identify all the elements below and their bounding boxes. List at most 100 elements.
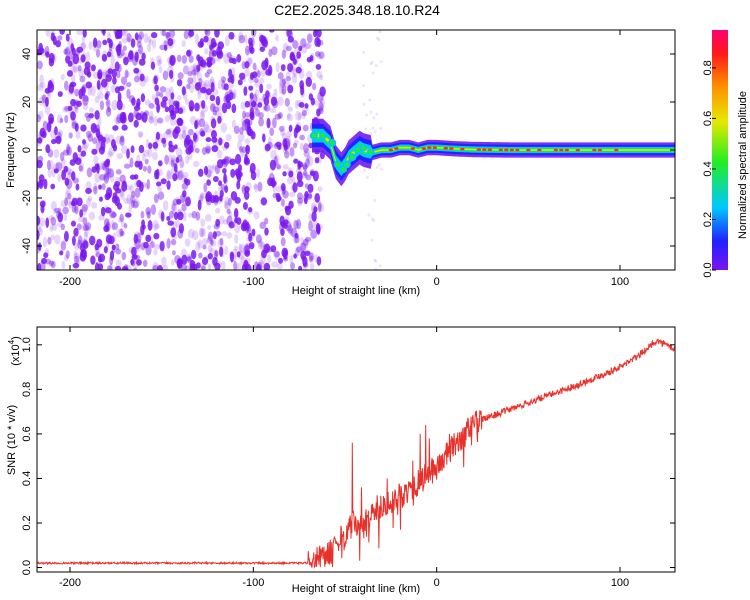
noise-dot bbox=[73, 106, 78, 113]
noise-dot bbox=[61, 169, 67, 181]
noise-dot bbox=[168, 104, 175, 114]
noise-dot bbox=[174, 126, 181, 135]
noise-dot bbox=[292, 39, 299, 49]
noise-dot bbox=[237, 172, 242, 183]
noise-dot bbox=[175, 219, 180, 229]
noise-dot bbox=[142, 224, 146, 230]
noise-dot bbox=[286, 176, 293, 185]
noise-dot bbox=[168, 112, 175, 121]
noise-dot bbox=[309, 262, 315, 270]
noise-dot bbox=[228, 57, 234, 64]
signal-peak-dot bbox=[553, 148, 559, 152]
noise-dot bbox=[111, 212, 117, 218]
noise-dot bbox=[288, 200, 294, 209]
snr-scale-factor: (x104) bbox=[7, 336, 22, 366]
noise-dot bbox=[64, 105, 71, 112]
noise-dot bbox=[107, 31, 111, 40]
noise-dot bbox=[293, 158, 299, 164]
noise-dot bbox=[180, 264, 188, 270]
noise-dot bbox=[212, 110, 218, 116]
noise-dot bbox=[191, 249, 197, 260]
noise-dot bbox=[277, 96, 284, 106]
noise-dot bbox=[133, 67, 140, 74]
noise-dot bbox=[229, 158, 237, 166]
spectrogram-signal-track bbox=[309, 118, 675, 187]
noise-dot bbox=[60, 223, 65, 231]
noise-dot bbox=[67, 60, 73, 67]
noise-dot bbox=[144, 99, 151, 106]
noise-dot bbox=[310, 202, 317, 213]
noise-dot bbox=[291, 59, 298, 66]
signal-blob-core bbox=[340, 167, 346, 172]
noise-dot bbox=[199, 128, 205, 137]
signal-peak-dot bbox=[394, 147, 399, 150]
noise-dot bbox=[317, 223, 323, 230]
noise-dot bbox=[270, 149, 277, 160]
noise-dot bbox=[306, 193, 313, 200]
noise-dot bbox=[138, 45, 144, 55]
noise-dot bbox=[179, 160, 185, 169]
noise-dot bbox=[209, 76, 215, 86]
noise-dot bbox=[220, 76, 226, 83]
noise-dot bbox=[160, 30, 166, 36]
noise-dot bbox=[60, 200, 67, 208]
noise-dot bbox=[140, 242, 146, 251]
noise-dot bbox=[126, 37, 131, 43]
noise-dot bbox=[289, 255, 294, 264]
noise-dot bbox=[185, 196, 191, 207]
noise-dot bbox=[189, 263, 196, 270]
noise-dot bbox=[179, 193, 186, 204]
noise-dot bbox=[163, 44, 168, 51]
noise-dot bbox=[171, 202, 177, 212]
snr-scale-label: (x10 bbox=[10, 344, 22, 365]
noise-dot bbox=[259, 83, 264, 94]
noise-dot bbox=[129, 197, 136, 204]
noise-dot bbox=[100, 78, 108, 88]
noise-dot bbox=[142, 165, 147, 172]
noise-dot bbox=[192, 139, 197, 148]
noise-dot bbox=[215, 207, 221, 214]
noise-dot bbox=[142, 153, 146, 162]
noise-dot bbox=[230, 67, 236, 78]
noise-dot bbox=[200, 81, 207, 92]
noise-dot bbox=[66, 143, 71, 155]
noise-dot bbox=[153, 232, 160, 240]
noise-dot bbox=[186, 83, 191, 90]
noise-dot bbox=[110, 54, 116, 66]
noise-dot bbox=[121, 124, 128, 131]
signal-peak-dot bbox=[498, 148, 504, 152]
noise-dot bbox=[248, 242, 255, 250]
noise-dot bbox=[300, 88, 305, 99]
noise-dot bbox=[284, 97, 290, 107]
noise-dot bbox=[208, 49, 214, 60]
noise-dot bbox=[224, 245, 229, 255]
noise-dot bbox=[292, 182, 298, 193]
noise-dot bbox=[141, 52, 146, 61]
noise-dot bbox=[103, 79, 110, 91]
noise-dot bbox=[302, 263, 307, 270]
noise-dot bbox=[249, 107, 255, 118]
noise-dot bbox=[102, 39, 108, 46]
noise-dot bbox=[66, 70, 73, 77]
noise-dot bbox=[79, 75, 86, 83]
noise-dot bbox=[95, 128, 101, 139]
noise-dot bbox=[114, 265, 122, 270]
noise-dot bbox=[232, 89, 237, 99]
noise-dot bbox=[123, 56, 129, 66]
noise-dot bbox=[132, 200, 139, 209]
spectrogram-x-tick-label: -100 bbox=[242, 276, 264, 288]
noise-dot bbox=[295, 121, 302, 129]
noise-dot bbox=[379, 60, 383, 64]
signal-peak-dot bbox=[575, 148, 581, 152]
noise-dot bbox=[228, 31, 235, 40]
noise-dot bbox=[275, 162, 281, 169]
noise-dot bbox=[98, 196, 103, 202]
signal-blob-core bbox=[344, 162, 350, 167]
noise-dot bbox=[270, 96, 278, 107]
noise-dot bbox=[189, 144, 196, 154]
noise-dot bbox=[285, 71, 291, 78]
noise-dot bbox=[171, 157, 176, 166]
noise-dot bbox=[267, 254, 272, 263]
noise-dot bbox=[182, 90, 188, 101]
noise-dot bbox=[73, 250, 78, 260]
